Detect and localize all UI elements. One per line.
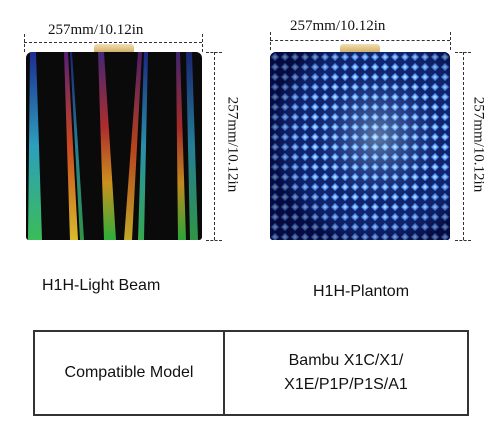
light-beam-width-line (24, 42, 202, 43)
compatibility-table: Compatible Model Bambu X1C/X1/ X1E/P1P/P… (33, 330, 469, 416)
light-beam-height-line (214, 52, 215, 240)
table-row: Compatible Model Bambu X1C/X1/ X1E/P1P/P… (33, 330, 469, 416)
light-beam-width-tick-right (202, 34, 203, 52)
plantom-height-tick-bottom (455, 240, 471, 241)
light-beam-plate-tab (94, 44, 134, 54)
compatible-models-line1: Bambu X1C/X1/ (288, 352, 404, 369)
plantom-height-tick-top (455, 52, 471, 53)
plantom-plate-tab (340, 44, 380, 54)
compatible-model-label: Compatible Model (33, 330, 225, 416)
plantom-plate-image (270, 52, 450, 240)
compatible-models-cell: Bambu X1C/X1/ X1E/P1P/P1S/A1 (223, 330, 469, 416)
plantom-pattern (270, 52, 450, 240)
plantom-width-tick-right (450, 32, 451, 50)
light-beam-height-label: 257mm/10.12in (224, 96, 241, 193)
plantom-width-line (270, 40, 450, 41)
light-beam-plate-image (26, 52, 202, 240)
light-beam-height-tick-bottom (206, 240, 222, 241)
light-beam-width-tick-left (24, 34, 25, 52)
plantom-height-label: 257mm/10.12in (470, 96, 487, 193)
plantom-height-line (463, 52, 464, 240)
plantom-caption: H1H-Plantom (313, 283, 410, 300)
light-beam-height-tick-top (206, 52, 222, 53)
light-beam-width-label: 257mm/10.12in (48, 22, 144, 38)
plantom-width-label: 257mm/10.12in (290, 18, 386, 34)
compatible-models-line2: X1E/P1P/P1S/A1 (284, 376, 408, 393)
light-beam-caption: H1H-Light Beam (42, 277, 161, 294)
light-beam-pattern (28, 52, 198, 240)
plantom-width-tick-left (270, 32, 271, 50)
